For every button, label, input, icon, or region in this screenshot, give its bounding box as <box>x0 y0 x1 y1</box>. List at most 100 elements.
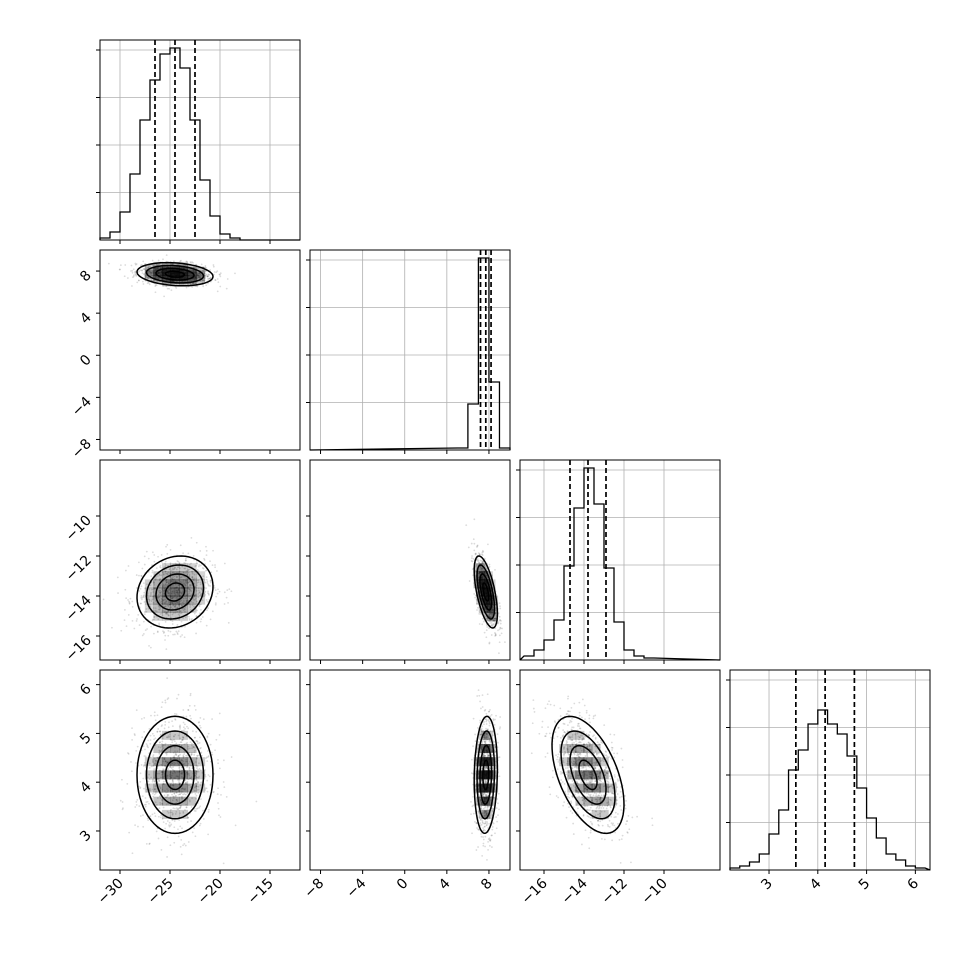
sample-point <box>162 783 165 785</box>
sample-point <box>186 274 188 277</box>
sample-point <box>477 552 480 555</box>
sample-point <box>494 568 496 571</box>
density-bin <box>483 730 493 740</box>
sample-point <box>226 589 229 592</box>
sample-point <box>567 802 569 805</box>
sample-point <box>194 565 197 568</box>
sample-point <box>173 826 176 829</box>
sample-point <box>218 767 221 770</box>
sample-point <box>486 601 489 604</box>
sample-point <box>212 549 214 552</box>
sample-point <box>587 781 590 784</box>
sample-point <box>161 802 163 805</box>
sample-point <box>498 775 501 778</box>
sample-point <box>198 754 200 757</box>
sample-point <box>171 263 174 266</box>
sample-point <box>199 781 202 784</box>
sample-point <box>484 820 487 823</box>
sample-point <box>217 762 220 765</box>
sample-point <box>481 575 484 578</box>
sample-point <box>482 754 485 757</box>
sample-point <box>486 604 489 607</box>
sample-point <box>485 733 488 735</box>
sample-point <box>176 800 179 802</box>
sample-point <box>142 268 145 270</box>
sample-point <box>487 848 489 851</box>
sample-point <box>486 822 489 825</box>
sample-point <box>174 807 176 810</box>
sample-point <box>173 792 176 795</box>
sample-point <box>146 276 149 279</box>
sample-point <box>127 752 129 754</box>
sample-point <box>209 743 212 746</box>
sample-point <box>152 270 155 273</box>
sample-point <box>142 582 145 585</box>
sample-point <box>186 599 189 602</box>
sample-point <box>474 785 477 788</box>
sample-point <box>152 764 155 767</box>
sample-point <box>197 272 200 275</box>
sample-point <box>169 273 171 276</box>
density-bin <box>161 730 171 740</box>
sample-point <box>204 774 207 776</box>
sample-point <box>148 600 151 603</box>
density-bin <box>153 272 163 282</box>
sample-point <box>155 567 158 570</box>
sample-point <box>179 277 182 280</box>
sample-point <box>586 795 589 798</box>
sample-point <box>177 560 180 563</box>
sample-point <box>192 578 195 581</box>
sample-point <box>158 807 161 809</box>
sample-point <box>217 787 219 790</box>
sample-point <box>184 597 187 600</box>
sample-point <box>481 553 483 556</box>
sample-point <box>223 591 226 594</box>
sample-point <box>154 268 157 271</box>
sample-point <box>139 787 142 790</box>
sample-point <box>189 589 192 592</box>
sample-point <box>190 590 193 593</box>
sample-point <box>169 630 172 633</box>
sample-point <box>158 598 161 601</box>
sample-point <box>156 797 159 799</box>
sample-point <box>174 718 177 721</box>
sample-point <box>188 615 190 618</box>
sample-point <box>485 602 488 605</box>
sample-point <box>213 271 216 273</box>
sample-point <box>198 565 200 568</box>
sample-point <box>486 693 489 696</box>
sample-point <box>145 790 148 793</box>
sample-point <box>478 694 481 697</box>
sample-point <box>193 746 196 749</box>
density-bin <box>196 783 206 793</box>
sample-point <box>181 736 184 739</box>
sample-point <box>161 598 164 601</box>
sample-point <box>490 608 493 611</box>
sample-point <box>193 594 196 596</box>
sample-point <box>183 582 185 585</box>
density-bin <box>161 809 171 819</box>
sample-point <box>222 759 225 762</box>
sample-point <box>165 611 168 614</box>
sample-point <box>150 575 153 578</box>
panel-content <box>102 536 233 651</box>
sample-point <box>481 549 484 552</box>
sample-point <box>161 724 164 727</box>
sample-point <box>157 272 159 275</box>
density-bin <box>187 603 197 613</box>
sample-point <box>485 733 488 736</box>
sample-point <box>197 593 200 595</box>
contour-line <box>136 715 214 835</box>
density-bin <box>170 783 180 793</box>
sample-point <box>159 589 161 592</box>
sample-point <box>166 266 169 268</box>
sample-point <box>218 734 221 736</box>
sample-point <box>190 600 193 603</box>
sample-point <box>587 742 590 744</box>
sample-point <box>482 560 484 563</box>
sample-point <box>157 590 160 592</box>
sample-point <box>227 621 230 624</box>
sample-point <box>158 586 161 588</box>
sample-point <box>562 734 565 737</box>
sample-point <box>141 567 144 570</box>
